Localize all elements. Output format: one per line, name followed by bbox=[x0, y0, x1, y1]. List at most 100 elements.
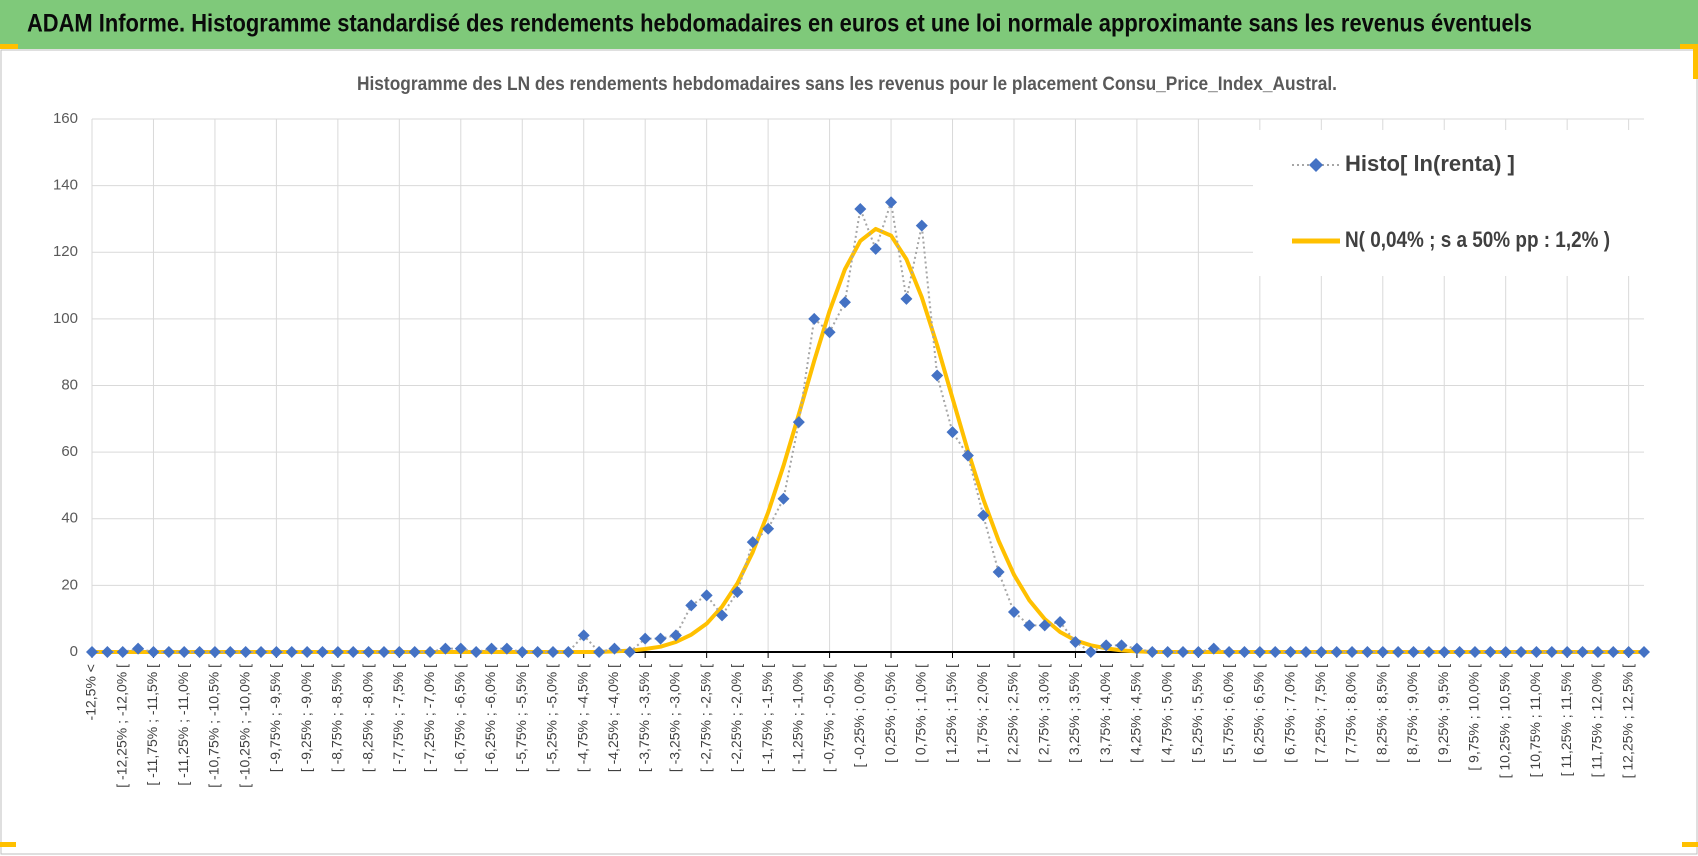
histogram-marker bbox=[193, 646, 206, 658]
histogram-marker bbox=[178, 646, 191, 658]
histogram-marker bbox=[132, 642, 145, 655]
histogram-marker bbox=[746, 536, 759, 549]
histogram-marker bbox=[393, 646, 406, 658]
histogram-marker bbox=[285, 646, 298, 658]
histogram-marker bbox=[301, 646, 314, 658]
histogram-marker bbox=[1346, 646, 1359, 658]
histogram-marker bbox=[977, 509, 990, 522]
histogram-marker bbox=[961, 449, 974, 462]
x-tick-label: [ -5,25% ; -5,0% [ bbox=[544, 664, 560, 772]
histogram-marker bbox=[900, 292, 913, 305]
histogram-marker bbox=[823, 326, 836, 339]
histogram-marker bbox=[1576, 646, 1589, 658]
y-tick-label: 160 bbox=[53, 110, 78, 127]
x-tick-label: [ -1,25% ; -1,0% [ bbox=[790, 664, 806, 772]
y-tick-label: 20 bbox=[61, 576, 78, 593]
x-tick-label: [ 10,75% ; 11,0% [ bbox=[1527, 664, 1543, 777]
histogram-marker bbox=[362, 646, 375, 658]
histogram-marker bbox=[808, 312, 821, 325]
histogram-marker bbox=[792, 416, 805, 429]
histogram-marker bbox=[439, 642, 452, 655]
x-tick-label: [ -4,75% ; -4,5% [ bbox=[574, 664, 590, 772]
histogram-marker bbox=[347, 646, 360, 658]
x-tick-label: [ 8,25% ; 8,5% [ bbox=[1373, 664, 1389, 763]
x-tick-label: [ -6,25% ; -6,0% [ bbox=[482, 664, 498, 772]
histogram-marker bbox=[485, 642, 498, 655]
y-tick-label: 0 bbox=[70, 643, 78, 660]
x-tick-label: [ -11,75% ; -11,5% [ bbox=[144, 664, 160, 786]
histogram-marker bbox=[408, 646, 421, 658]
histogram-marker bbox=[1269, 646, 1282, 658]
x-tick-label: [ 11,25% ; 11,5% [ bbox=[1558, 664, 1574, 776]
corner bbox=[1693, 49, 1698, 79]
x-tick-label: [ 2,75% ; 3,0% [ bbox=[1035, 664, 1051, 763]
histogram-marker bbox=[869, 242, 882, 255]
histogram-marker bbox=[1284, 646, 1297, 658]
histogram-marker bbox=[255, 646, 268, 658]
x-tick-label: [ 7,25% ; 7,5% [ bbox=[1312, 664, 1328, 763]
histogram-marker bbox=[86, 646, 98, 658]
histogram-marker bbox=[1299, 646, 1312, 658]
legend-marker bbox=[1309, 158, 1323, 172]
x-tick-label: [ 1,75% ; 2,0% [ bbox=[974, 664, 990, 763]
x-tick-label: [ 4,75% ; 5,0% [ bbox=[1158, 664, 1174, 763]
x-tick-label: [ 8,75% ; 9,0% [ bbox=[1404, 664, 1420, 763]
x-tick-label: [ 12,25% ; 12,5% [ bbox=[1619, 664, 1635, 779]
histogram-marker bbox=[424, 646, 437, 658]
histogram-marker bbox=[239, 646, 252, 658]
x-tick-label: [ -9,75% ; -9,5% [ bbox=[267, 664, 283, 772]
histogram-marker bbox=[1207, 642, 1220, 655]
x-tick-label: [ 1,25% ; 1,5% [ bbox=[943, 664, 959, 763]
x-tick-label: [ 3,75% ; 4,0% [ bbox=[1097, 664, 1113, 763]
corner bbox=[1682, 842, 1698, 847]
histogram-marker bbox=[1376, 646, 1389, 658]
histogram-marker bbox=[1146, 646, 1159, 658]
histogram-marker bbox=[331, 646, 344, 658]
histogram-marker bbox=[377, 646, 390, 658]
histogram-marker bbox=[162, 646, 175, 658]
histogram-marker bbox=[1100, 639, 1113, 652]
histogram-marker bbox=[854, 202, 867, 215]
histogram-marker bbox=[1622, 646, 1635, 658]
histogram-marker bbox=[1238, 646, 1251, 658]
histogram-marker bbox=[1453, 646, 1466, 658]
banner bbox=[0, 0, 1698, 49]
histogram-marker bbox=[1253, 646, 1266, 658]
chart-frame bbox=[0, 49, 1698, 855]
histogram-marker bbox=[685, 599, 698, 612]
x-tick-label: [ -10,25% ; -10,0% [ bbox=[236, 664, 252, 788]
x-tick-label: [ 7,75% ; 8,0% [ bbox=[1343, 664, 1359, 763]
x-tick-label: [ -0,75% ; -0,5% [ bbox=[820, 664, 836, 772]
histogram-marker bbox=[885, 196, 898, 209]
histogram-marker bbox=[531, 646, 544, 658]
x-tick-label: [ 5,75% ; 6,0% [ bbox=[1220, 664, 1236, 763]
histogram-marker bbox=[1069, 636, 1082, 649]
histogram-marker bbox=[716, 609, 729, 622]
histogram-marker bbox=[608, 642, 621, 655]
x-tick-label: [ -7,25% ; -7,0% [ bbox=[421, 664, 437, 772]
histogram-marker bbox=[1407, 646, 1420, 658]
x-tick-label: [ -4,25% ; -4,0% [ bbox=[605, 664, 621, 772]
histogram-marker bbox=[316, 646, 329, 658]
x-tick-label: [ 4,25% ; 4,5% [ bbox=[1128, 664, 1144, 763]
histogram-marker bbox=[1438, 646, 1451, 658]
y-tick-label: 40 bbox=[61, 510, 78, 527]
x-tick-label: [ 6,75% ; 7,0% [ bbox=[1281, 664, 1297, 763]
histogram-marker bbox=[562, 646, 575, 658]
histogram-marker bbox=[1130, 642, 1143, 655]
x-tick-label: [ -8,25% ; -8,0% [ bbox=[359, 664, 375, 772]
x-tick-label: -12,5% < bbox=[83, 664, 99, 720]
corner bbox=[0, 44, 18, 49]
histogram-marker bbox=[777, 492, 790, 505]
histogram-marker bbox=[500, 642, 513, 655]
x-tick-label: [ 11,75% ; 12,0% [ bbox=[1589, 664, 1605, 777]
histogram-marker bbox=[1638, 646, 1650, 658]
histogram-marker bbox=[1115, 639, 1128, 652]
histogram-marker bbox=[623, 646, 636, 658]
x-tick-label: [ -2,25% ; -2,0% [ bbox=[728, 664, 744, 772]
histogram-marker bbox=[762, 522, 775, 535]
histogram-marker bbox=[1530, 646, 1543, 658]
histogram-marker bbox=[639, 632, 652, 645]
x-tick-label: [ -8,75% ; -8,5% [ bbox=[329, 664, 345, 772]
histogram-marker bbox=[1515, 646, 1528, 658]
